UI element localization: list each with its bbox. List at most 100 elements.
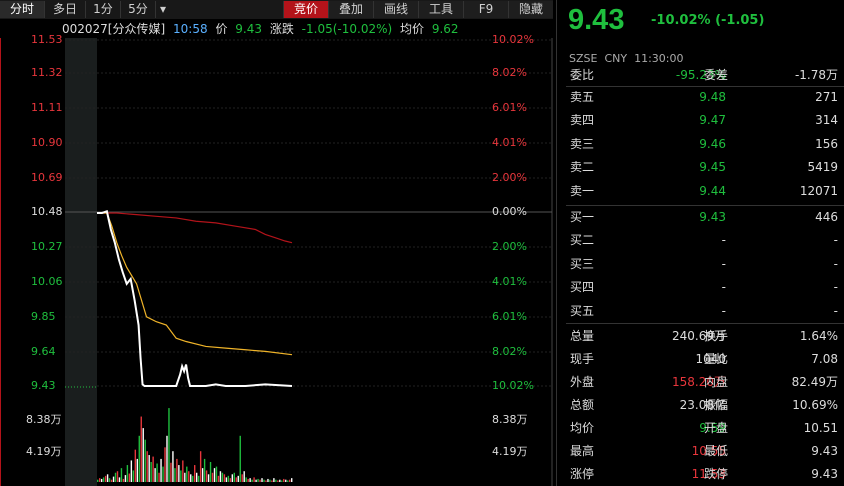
volume-bar [205, 470, 208, 482]
ask-price: 9.47 [699, 113, 726, 128]
ask-label: 卖四 [570, 113, 595, 128]
volume-bar [114, 472, 117, 482]
volume-bar [269, 479, 271, 482]
separator [566, 205, 844, 206]
quote-meta: SZSE CNY 11:30:00 [569, 52, 684, 65]
stat-label: 最高 [570, 444, 595, 458]
bid-row-4[interactable]: 买四 - - [566, 276, 840, 299]
ask-price: 9.45 [699, 160, 726, 175]
currency: CNY [604, 52, 628, 65]
volume-bar [197, 475, 200, 482]
bid-row-2[interactable]: 买二 - - [566, 229, 840, 252]
stat-row[interactable]: 总额 23.08亿 振幅 10.69% [566, 394, 840, 417]
bid-volume: - [833, 303, 838, 318]
volume-bar [207, 474, 210, 482]
tab-f9[interactable]: F9 [463, 1, 508, 18]
volume-bar [275, 479, 277, 482]
volume-bar [203, 458, 206, 482]
volume-bar [182, 460, 184, 482]
volume-bar [156, 463, 158, 482]
stat-label: 振幅 [704, 398, 729, 412]
price-axis-label: 9.85 [31, 310, 56, 323]
stat-label: 量比 [704, 352, 729, 366]
volume-bar [253, 477, 255, 482]
ask-label: 卖一 [570, 183, 595, 198]
volume-bar [221, 472, 224, 482]
exchange: SZSE [569, 52, 598, 65]
percent-axis-label: 0.00% [492, 205, 527, 218]
ask-row-3[interactable]: 卖三 9.46 156 [566, 133, 840, 156]
volume-bar [271, 480, 273, 482]
ask-label: 卖二 [570, 160, 595, 175]
bid-row-5[interactable]: 买五 - - [566, 300, 840, 323]
ask-volume: 5419 [807, 160, 838, 175]
tab-overlay[interactable]: 叠加 [328, 1, 373, 18]
volume-bar [273, 478, 275, 482]
stat-value: 9.43 [811, 444, 838, 458]
ask-row-5[interactable]: 卖五 9.48 271 [566, 86, 840, 109]
ask-volume: 12071 [799, 183, 838, 198]
percent-axis-label: 2.00% [492, 171, 527, 184]
volume-bar [110, 479, 113, 482]
ask-row-4[interactable]: 卖四 9.47 314 [566, 109, 840, 132]
volume-bar [251, 479, 253, 482]
stat-row[interactable]: 均价 9.59 开盘 10.51 [566, 417, 840, 440]
volume-bar [217, 475, 220, 482]
tab-1min[interactable]: 1分 [86, 1, 121, 18]
tab-draw-line[interactable]: 画线 [373, 1, 418, 18]
webi-value: -95.23% [675, 68, 726, 82]
tab-auction[interactable]: 竞价 [283, 1, 328, 18]
ask-price: 9.46 [699, 136, 726, 151]
bid-price: - [721, 280, 726, 295]
volume-bar [160, 458, 162, 482]
bid-row-1[interactable]: 买一 9.43 446 [566, 206, 840, 229]
stat-value: 158.20万 [672, 375, 726, 389]
stat-row[interactable]: 外盘 158.20万 内盘 82.49万 [566, 371, 840, 394]
percent-axis-label: 8.02% [492, 66, 527, 79]
volume-bar [180, 470, 182, 482]
ask-row-2[interactable]: 卖二 9.45 5419 [566, 156, 840, 179]
stat-row[interactable]: 涨停 11.53 跌停 9.43 [566, 463, 840, 486]
bid-row-3[interactable]: 买三 - - [566, 253, 840, 276]
volume-bar [289, 479, 291, 482]
stat-row[interactable]: 总量 240.69万 换手 1.64% [566, 325, 840, 348]
tab-hide[interactable]: 隐藏 [508, 1, 553, 18]
tab-tools[interactable]: 工具 [418, 1, 463, 18]
period-dropdown-icon[interactable]: ▾ [159, 2, 167, 16]
volume-bar [287, 480, 289, 482]
volume-bar [172, 451, 174, 482]
stat-label: 换手 [704, 329, 729, 343]
volume-bar [130, 460, 133, 482]
bid-price: - [721, 233, 726, 248]
tab-5min[interactable]: 5分 [121, 1, 156, 18]
ask-label: 卖五 [570, 90, 595, 104]
volume-axis-label: 8.38万 [26, 413, 62, 426]
volume-bar [142, 428, 144, 482]
stat-value: 7.08 [811, 352, 838, 366]
tab-multi-day[interactable]: 多日 [45, 1, 86, 18]
price-axis-label: 10.90 [31, 136, 63, 149]
price-series-line [97, 210, 293, 387]
volume-bar [245, 477, 247, 482]
wecha-value: -1.78万 [794, 68, 838, 82]
volume-bar [195, 472, 198, 482]
stat-row[interactable]: 现手 1040 量比 7.08 [566, 348, 840, 371]
volume-bar [184, 472, 186, 482]
stat-value: 240.69万 [672, 329, 726, 343]
tab-intraday[interactable]: 分时 [0, 1, 45, 18]
stat-row[interactable]: 最高 10.55 最低 9.43 [566, 440, 840, 463]
percent-axis-label: 6.01% [492, 310, 527, 323]
ask-row-1[interactable]: 卖一 9.44 12071 [566, 180, 840, 203]
stat-value: 82.49万 [791, 375, 838, 389]
volume-bar [265, 480, 267, 482]
volume-bar [150, 461, 152, 482]
stat-label: 总额 [570, 398, 595, 412]
volume-bar [138, 435, 140, 482]
volume-bar [291, 478, 293, 482]
stat-label: 总量 [570, 329, 595, 343]
volume-bar [98, 478, 101, 482]
stat-value: 23.08亿 [679, 398, 726, 412]
stat-value: 11.53 [691, 467, 726, 481]
volume-bar [174, 468, 176, 482]
intraday-chart[interactable] [0, 38, 553, 486]
